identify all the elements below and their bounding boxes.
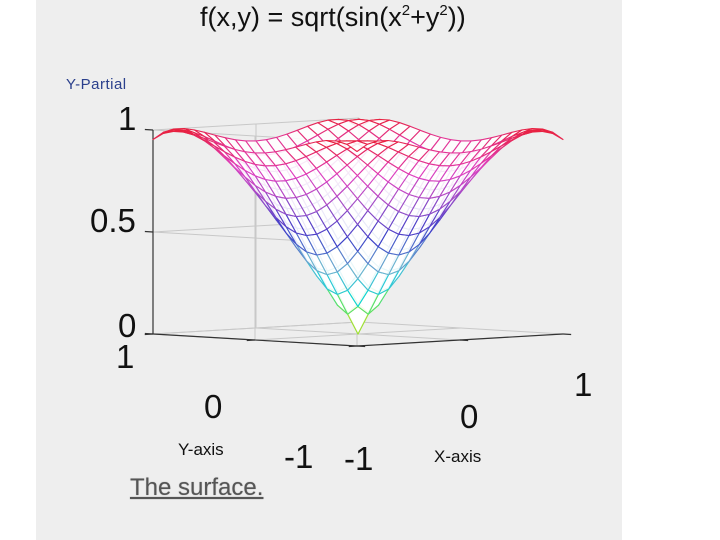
x-tick-label: 0	[460, 398, 479, 435]
back-wall-grid-line	[152, 321, 360, 335]
chart-title: f(x,y) = sqrt(sin(x2+y2))	[200, 2, 466, 32]
y-tick-label: 1	[116, 338, 135, 375]
surface-mesh	[152, 118, 564, 335]
x-tick-label: 1	[574, 366, 593, 403]
x-axis-label: X-axis	[434, 447, 482, 466]
floor-grid-line	[358, 321, 564, 335]
caption: The surface.	[130, 474, 264, 501]
z-axis-label: Y-Partial	[66, 76, 127, 93]
x-tick-label: -1	[344, 440, 374, 477]
z-tick-label: 1	[118, 100, 137, 137]
surface-mesh-cell	[346, 140, 368, 153]
back-wall-grid-line	[152, 117, 360, 131]
z-tick-label: 0.5	[90, 202, 136, 239]
y-tick-label: -1	[284, 438, 314, 475]
y-axis-label: Y-axis	[178, 440, 224, 459]
z-tick-label: 0	[118, 307, 137, 344]
y-tick-label: 0	[204, 388, 223, 425]
